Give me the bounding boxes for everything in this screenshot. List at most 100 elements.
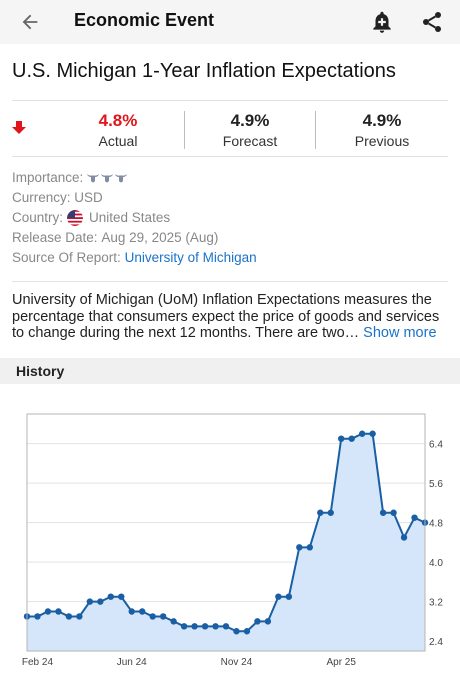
event-stats: 4.8% Actual 4.9% Forecast 4.9% Previous: [12, 105, 448, 155]
data-point: [149, 613, 156, 620]
data-point: [34, 613, 41, 620]
event-title: U.S. Michigan 1-Year Inflation Expectati…: [12, 60, 396, 82]
data-point: [170, 618, 177, 625]
add-alert-button[interactable]: [366, 6, 398, 38]
importance-row: Importance:: [12, 168, 257, 188]
forecast-label: Forecast: [222, 133, 278, 149]
importance-label: Importance:: [12, 170, 84, 185]
data-point: [55, 608, 62, 615]
data-point: [44, 608, 52, 615]
country-row: Country: United States: [12, 208, 257, 228]
plot-border: [26, 413, 426, 652]
importance-bulls: [87, 173, 128, 184]
history-chart-svg: 2.4 3.2 4.0 4.8 5.6 6.4 Feb 24 Jun 24 Nov 24 Apr …: [22, 413, 443, 668]
source-row: Source Of Report: University of Michigan: [12, 248, 257, 268]
data-point: [338, 435, 345, 442]
y-tick-label: 4.0: [429, 558, 443, 569]
down-arrow-icon: [12, 121, 26, 134]
back-arrow-icon: [22, 14, 38, 30]
release-date-value: Aug 29, 2025 (Aug): [101, 230, 219, 245]
bull-icon: [87, 173, 100, 182]
divider: [12, 156, 448, 157]
stat-previous: 4.9% Previous: [322, 111, 442, 150]
data-point: [118, 593, 125, 600]
description-text: University of Michigan (UoM) Inflation E…: [12, 292, 440, 341]
header-title: Economic Event: [74, 10, 215, 30]
forecast-value: 4.9%: [230, 111, 270, 130]
data-point: [317, 509, 324, 516]
show-more-link[interactable]: Show more: [363, 325, 437, 341]
data-point: [254, 618, 261, 625]
data-point: [97, 598, 104, 605]
y-tick-label: 3.2: [429, 598, 443, 609]
source-label: Source Of Report:: [12, 250, 121, 265]
currency-value: USD: [74, 190, 103, 205]
data-point: [306, 544, 313, 551]
data-point: [86, 598, 94, 605]
release-date-row: Release Date: Aug 29, 2025 (Aug): [12, 228, 257, 248]
release-date-label: Release Date:: [12, 230, 98, 245]
data-point: [275, 593, 282, 600]
history-chart: 2.4 3.2 4.0 4.8 5.6 6.4 Feb 24 Jun 24 Nov 24 Apr …: [0, 400, 460, 680]
stat-actual: 4.8% Actual: [58, 111, 178, 150]
x-tick-label: Apr 25: [326, 657, 356, 668]
data-point: [348, 435, 355, 442]
currency-label: Currency:: [12, 190, 71, 205]
data-point: [212, 623, 219, 630]
x-tick-label: Nov 24: [221, 657, 253, 668]
data-point: [264, 618, 272, 625]
share-button[interactable]: [416, 6, 448, 38]
history-label: History: [16, 363, 65, 379]
currency-row: Currency: USD: [12, 188, 257, 208]
country-value: United States: [89, 210, 171, 225]
series-area: [27, 433, 425, 651]
data-point: [390, 509, 397, 516]
back-button[interactable]: [14, 6, 46, 38]
y-tick-label: 4.8: [429, 519, 443, 530]
data-point: [76, 613, 83, 620]
y-tick-label: 5.6: [429, 479, 443, 490]
data-point: [128, 608, 135, 615]
data-point: [358, 430, 366, 437]
country-label: Country:: [12, 210, 64, 225]
data-point: [233, 628, 240, 635]
data-point: [411, 514, 418, 521]
data-point: [65, 613, 73, 620]
x-tick-label: Jun 24: [117, 657, 147, 668]
bell-plus-icon: [373, 11, 391, 33]
us-flag-icon: [67, 210, 84, 226]
event-description: University of Michigan (UoM) Inflation E…: [12, 292, 452, 342]
data-point: [107, 593, 114, 600]
divider: [12, 281, 448, 282]
app-header: Economic Event: [0, 0, 460, 44]
separator: [315, 111, 316, 149]
data-point: [180, 623, 188, 630]
y-tick-label: 6.4: [429, 440, 443, 451]
share-icon: [423, 12, 441, 32]
bull-icon: [115, 173, 128, 182]
y-tick-label: 2.4: [429, 637, 443, 648]
actual-value: 4.8%: [98, 111, 138, 130]
event-info: Importance: Currency: USD Country: Unite…: [12, 168, 257, 268]
bull-icon: [101, 173, 114, 182]
history-section-header: History: [0, 358, 460, 384]
divider: [12, 100, 448, 101]
previous-label: Previous: [354, 133, 410, 149]
data-point: [379, 509, 387, 516]
data-point: [159, 613, 167, 620]
actual-label: Actual: [98, 133, 138, 149]
data-point: [139, 608, 146, 615]
x-tick-label: Feb 24: [22, 657, 54, 668]
previous-value: 4.9%: [362, 111, 402, 130]
source-link[interactable]: University of Michigan: [124, 250, 257, 265]
data-point: [285, 593, 293, 600]
separator: [184, 111, 185, 149]
data-point: [296, 544, 303, 551]
data-point: [400, 534, 408, 541]
data-point: [201, 623, 209, 630]
data-point: [243, 628, 251, 635]
stat-forecast: 4.9% Forecast: [190, 111, 310, 150]
data-point: [222, 623, 230, 630]
data-point: [191, 623, 198, 630]
data-point: [369, 430, 376, 437]
